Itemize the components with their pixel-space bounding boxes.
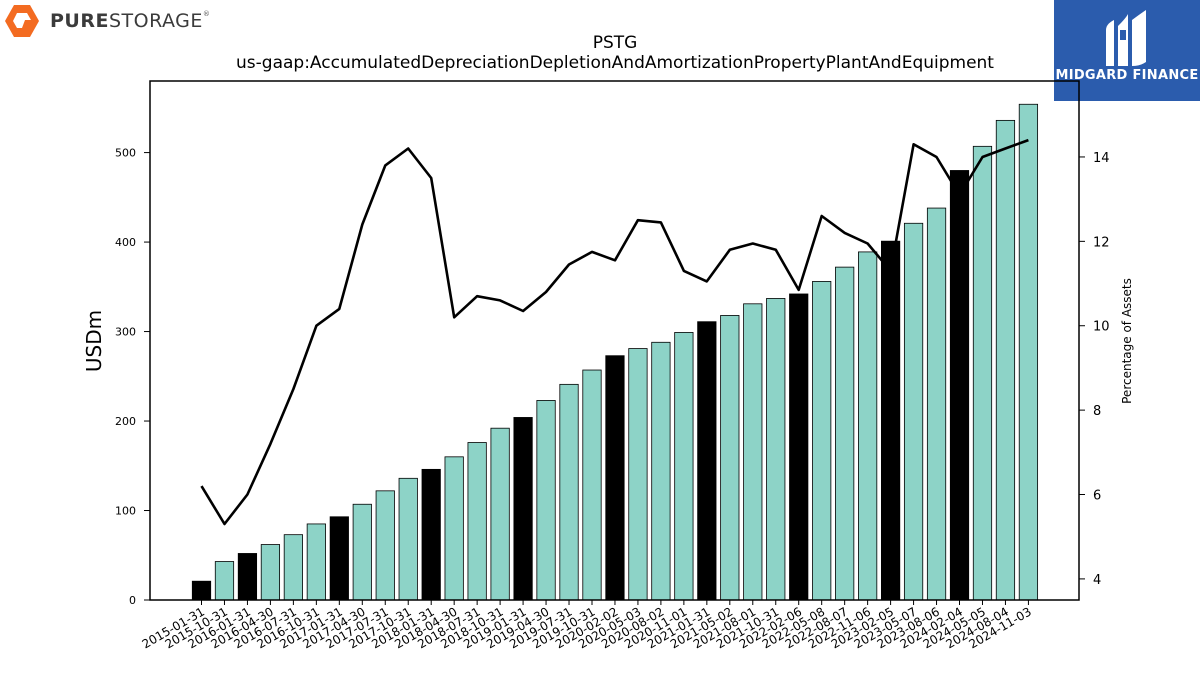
bar-2016-10-31 — [306, 523, 326, 601]
midgard-logo-icon — [1106, 10, 1146, 66]
bar-2018-10-31 — [490, 427, 510, 601]
y-tick-label-400: 400 — [115, 236, 136, 249]
x-axis: 2015-01-312015-10-312016-01-312016-04-30… — [140, 600, 1034, 651]
bar-2023-05-07 — [903, 222, 924, 601]
bar-2024-08-04 — [995, 119, 1016, 601]
bar-2024-02-04 — [949, 170, 970, 601]
bar-2016-01-31 — [237, 553, 258, 601]
bar-2020-11-01 — [674, 332, 694, 601]
y2-tick-label-12: 12 — [1093, 235, 1110, 250]
bar-2019-10-31 — [582, 369, 602, 601]
y-axis-left: 0 100 200 300 400 500 — [115, 147, 150, 607]
bar-2019-04-30 — [536, 400, 556, 601]
midgard-finance-wordmark: MIDGARD FINANCE — [1055, 68, 1199, 83]
bar-2017-04-30 — [352, 503, 372, 601]
bar-2022-02-06 — [789, 293, 809, 601]
pure-storage-logo-icon — [5, 5, 39, 37]
y-axis-right: 4 6 8 10 12 14 — [1079, 151, 1110, 588]
y2-tick-label-10: 10 — [1093, 320, 1110, 335]
bar-2023-08-06 — [926, 207, 947, 601]
bar-series — [191, 103, 1039, 601]
bar-2021-08-01 — [743, 303, 763, 601]
chart-subtitle: us-gaap:AccumulatedDepreciationDepletion… — [236, 53, 994, 73]
line-series — [200, 138, 1029, 526]
y-tick-label-0: 0 — [129, 594, 136, 607]
y-tick-label-500: 500 — [115, 147, 136, 160]
bar-2021-01-31 — [697, 321, 717, 601]
bar-2024-05-05 — [972, 145, 993, 601]
midgard-finance-logo: MIDGARD FINANCE — [1054, 0, 1200, 101]
y2-tick-label-8: 8 — [1093, 404, 1101, 419]
bar-2019-07-31 — [559, 383, 579, 601]
bar-2019-01-31 — [513, 417, 533, 601]
bar-2015-01-31 — [191, 580, 212, 601]
y2-tick-label-14: 14 — [1093, 151, 1110, 166]
percentage-of-assets-line — [200, 138, 1029, 526]
bar-2017-10-31 — [398, 477, 418, 601]
bar-2022-08-07 — [835, 266, 855, 601]
bar-2024-11-03 — [1018, 103, 1039, 601]
bar-2021-05-02 — [720, 315, 740, 601]
bar-2018-07-31 — [467, 442, 487, 601]
pure-storage-wordmark: PURESTORAGE® — [50, 10, 211, 32]
y-tick-label-100: 100 — [115, 505, 136, 518]
bar-2018-01-31 — [421, 468, 441, 601]
bar-2020-08-02 — [651, 341, 671, 601]
y-axis-label: USDm — [82, 310, 106, 372]
bar-2021-10-31 — [766, 298, 786, 601]
bar-2015-10-31 — [214, 561, 235, 601]
bar-2023-02-05 — [881, 240, 901, 601]
y-tick-label-200: 200 — [115, 415, 136, 428]
y2-tick-label-4: 4 — [1093, 573, 1101, 588]
bar-2017-01-31 — [329, 516, 349, 601]
bar-2018-04-30 — [444, 456, 464, 601]
bar-2022-11-06 — [858, 251, 878, 601]
bar-2022-05-08 — [812, 281, 832, 601]
bar-2017-07-31 — [375, 490, 395, 601]
y2-axis-label: Percentage of Assets — [1120, 278, 1134, 404]
bar-2016-04-30 — [260, 544, 281, 601]
pure-storage-logo: PURESTORAGE® — [4, 4, 210, 38]
chart-title: PSTG — [593, 33, 638, 53]
bar-2020-02-02 — [605, 355, 625, 601]
bar-2016-07-31 — [283, 534, 303, 601]
bar-2020-05-03 — [628, 348, 648, 601]
y-tick-label-300: 300 — [115, 326, 136, 339]
y2-tick-label-6: 6 — [1093, 489, 1101, 504]
